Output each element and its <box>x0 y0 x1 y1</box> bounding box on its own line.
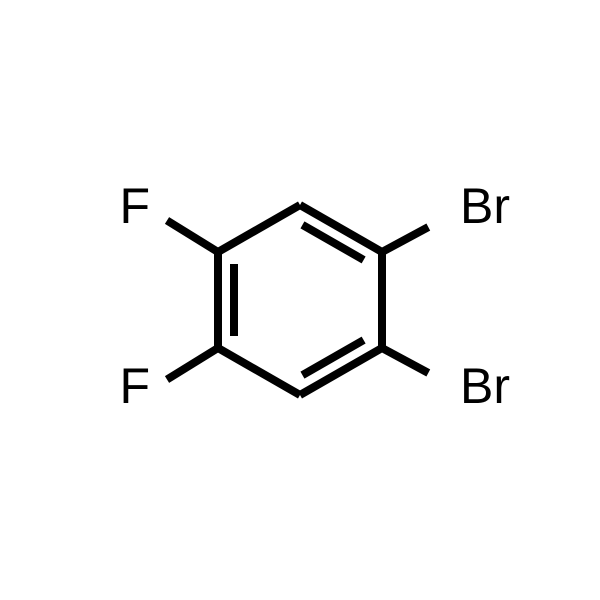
bond-C3-Br2 <box>382 348 428 373</box>
bond-C6-C1 <box>218 205 300 252</box>
bond-C6-F1 <box>167 221 218 252</box>
bond-C4-C5 <box>218 348 300 395</box>
bond-inner-C1-C2 <box>302 225 363 260</box>
bond-C2-Br1 <box>382 227 428 252</box>
bond-C5-F2 <box>167 348 218 379</box>
atom-label-br-Br1: Br <box>460 178 510 234</box>
molecule-diagram: Br Br F F <box>0 0 600 600</box>
atom-label-br-Br2: Br <box>460 358 510 414</box>
atom-label-f-F2: F <box>119 358 150 414</box>
bond-inner-C3-C4 <box>302 340 363 375</box>
atom-label-f-F1: F <box>119 178 150 234</box>
